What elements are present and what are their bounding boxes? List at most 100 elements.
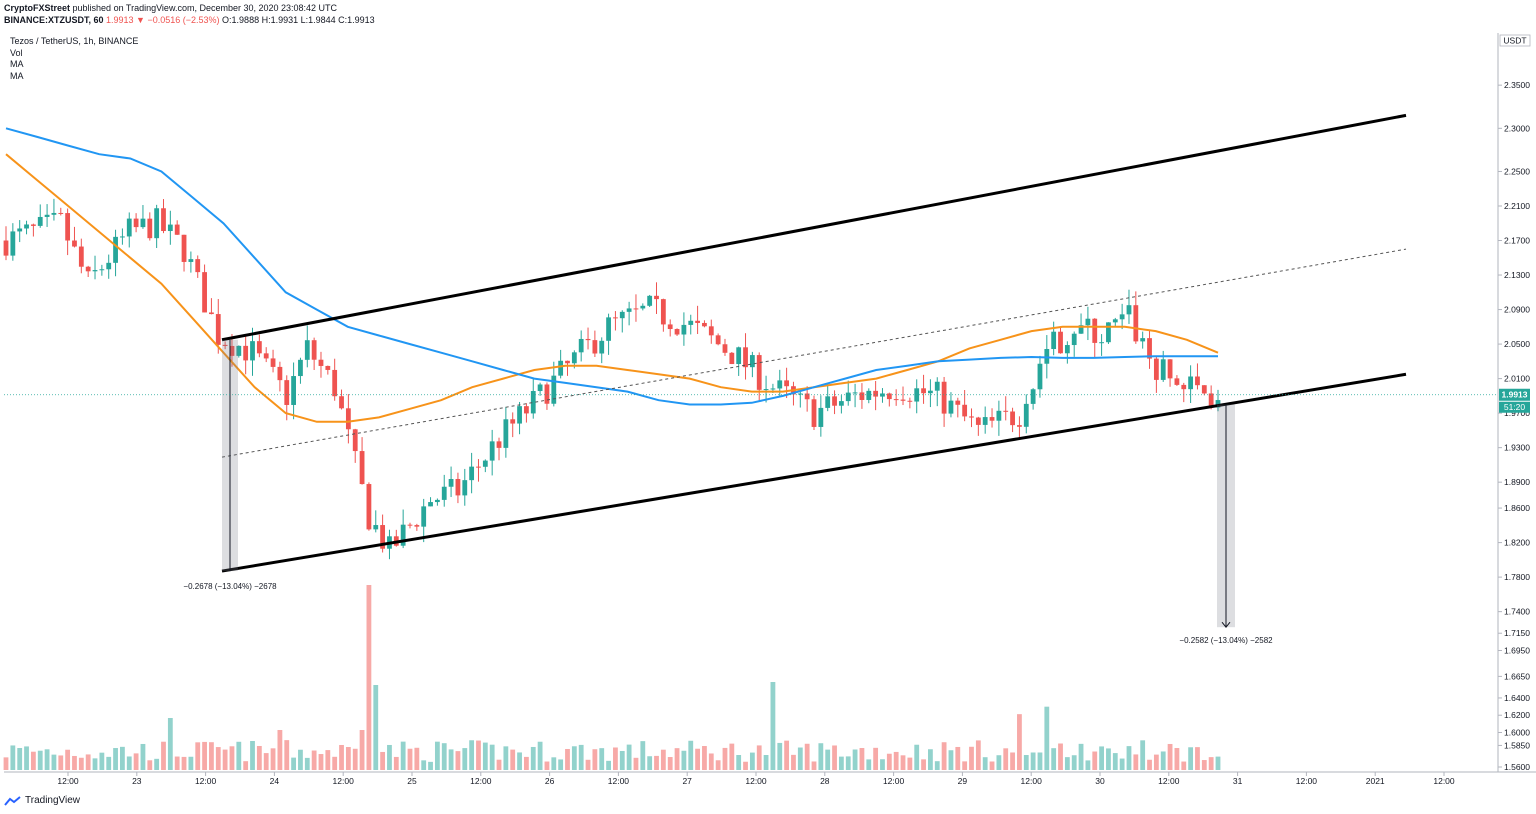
candle-body <box>215 314 221 345</box>
price-axis: USDT 2.3500 2.3000 2.2500 2.2100 2.1700 2.1300… <box>4 33 1536 773</box>
candle-body <box>462 480 468 496</box>
candle-body <box>1167 359 1173 379</box>
candle-body <box>715 335 721 345</box>
candle-body <box>1133 305 1139 342</box>
volume-bar <box>448 749 454 770</box>
volume-bar <box>256 745 262 770</box>
volume-bar <box>154 758 160 770</box>
candle-body <box>1126 305 1132 315</box>
volume-bar <box>832 745 837 770</box>
candle-body <box>366 484 372 530</box>
candle-body <box>311 340 317 360</box>
volume-bar <box>1112 753 1118 770</box>
volume-bar <box>345 747 351 770</box>
price-tick-label: 1.5600 <box>1504 762 1530 772</box>
tradingview-brand[interactable]: TradingView <box>4 795 80 806</box>
candle-body <box>30 224 36 226</box>
volume-bar <box>702 746 707 770</box>
candle-body <box>702 322 707 327</box>
volume-bar <box>626 744 632 770</box>
candle-body <box>85 266 91 272</box>
volume-bar <box>229 746 235 770</box>
volume-bar <box>613 747 618 770</box>
candle-body <box>1215 400 1221 408</box>
candle-body <box>1010 411 1015 426</box>
candle-body <box>1092 318 1098 343</box>
volume-bar <box>311 750 317 770</box>
volume-bar <box>647 756 653 770</box>
candle-body <box>948 400 954 414</box>
measure-label-1: −0.2678 (−13.04%) −2678 <box>183 582 277 591</box>
volume-bar <box>599 748 605 770</box>
time-tick-label: 12:00 <box>883 776 905 786</box>
legend-item-ma-1[interactable]: MA <box>10 59 24 69</box>
candle-body <box>729 352 735 365</box>
candle-body <box>633 308 639 310</box>
volume-bar <box>688 740 694 770</box>
price-tick-label: 2.0100 <box>1504 374 1530 384</box>
volume-bar <box>797 747 803 770</box>
candle-body <box>58 212 64 214</box>
volume-bar <box>318 754 324 770</box>
candle-body <box>818 407 824 427</box>
candle-body <box>229 345 235 356</box>
candle-body <box>873 390 879 397</box>
ma-fast-line <box>5 153 1219 423</box>
candle-body <box>270 358 276 367</box>
volume-bar <box>900 755 906 770</box>
candle-body <box>517 406 522 424</box>
price-tick-label: 1.6950 <box>1504 645 1530 655</box>
volume-bar <box>188 756 194 770</box>
candle-body <box>866 390 872 400</box>
volume-bar <box>85 754 91 770</box>
candle-body <box>1181 384 1187 390</box>
price-tick-label: 1.6200 <box>1504 710 1530 720</box>
candle-body <box>147 218 153 239</box>
price-tick-label: 1.9700 <box>1504 408 1530 418</box>
candle-body <box>161 208 166 232</box>
candle-body <box>1099 342 1104 344</box>
candle-body <box>530 391 536 414</box>
legend-item-vol[interactable]: Vol <box>10 47 23 58</box>
volume-bar <box>202 741 207 770</box>
volume-bar <box>304 757 310 770</box>
volume-bar <box>503 746 509 770</box>
price-tick-label: 2.3500 <box>1504 80 1530 90</box>
candle-body <box>838 401 844 406</box>
volume-bar <box>291 757 296 770</box>
candle-body <box>325 365 331 370</box>
volume-bar <box>1092 751 1098 770</box>
volume-bar <box>1037 752 1043 770</box>
volume-bar <box>3 757 9 770</box>
candle-body <box>120 236 125 238</box>
volume-bar <box>866 759 872 770</box>
candle-body <box>476 466 481 468</box>
candle-body <box>209 312 214 315</box>
candle-body <box>489 441 495 461</box>
legend-item-ma-2[interactable]: MA <box>10 70 24 81</box>
candle-body <box>674 329 680 335</box>
volume-bar <box>996 755 1002 770</box>
candle-body <box>777 380 783 389</box>
volume-bar <box>359 730 365 770</box>
publish-info: CryptoFXStreet published on TradingView.… <box>4 3 337 14</box>
candle-body <box>1085 318 1091 326</box>
candle-body <box>571 352 577 364</box>
candle-body <box>154 208 160 239</box>
candle-body <box>1188 376 1194 390</box>
candle-body <box>250 341 255 361</box>
candle-body <box>989 417 995 421</box>
volume-bar <box>592 749 598 770</box>
volume-bar <box>989 761 995 770</box>
candle-body <box>969 416 974 418</box>
time-axis: 12:00 23 12:00 24 12:00 25 12:00 26 12:00 27 12:00… <box>57 772 1455 786</box>
candle-body <box>167 224 173 232</box>
candle-body <box>44 214 50 217</box>
candle-body <box>955 400 961 405</box>
volume-bar <box>722 747 728 770</box>
candle-body <box>1037 363 1043 390</box>
volume-bar <box>222 749 228 770</box>
volume-bar <box>17 748 23 770</box>
publisher-name[interactable]: CryptoFXStreet <box>4 3 71 13</box>
